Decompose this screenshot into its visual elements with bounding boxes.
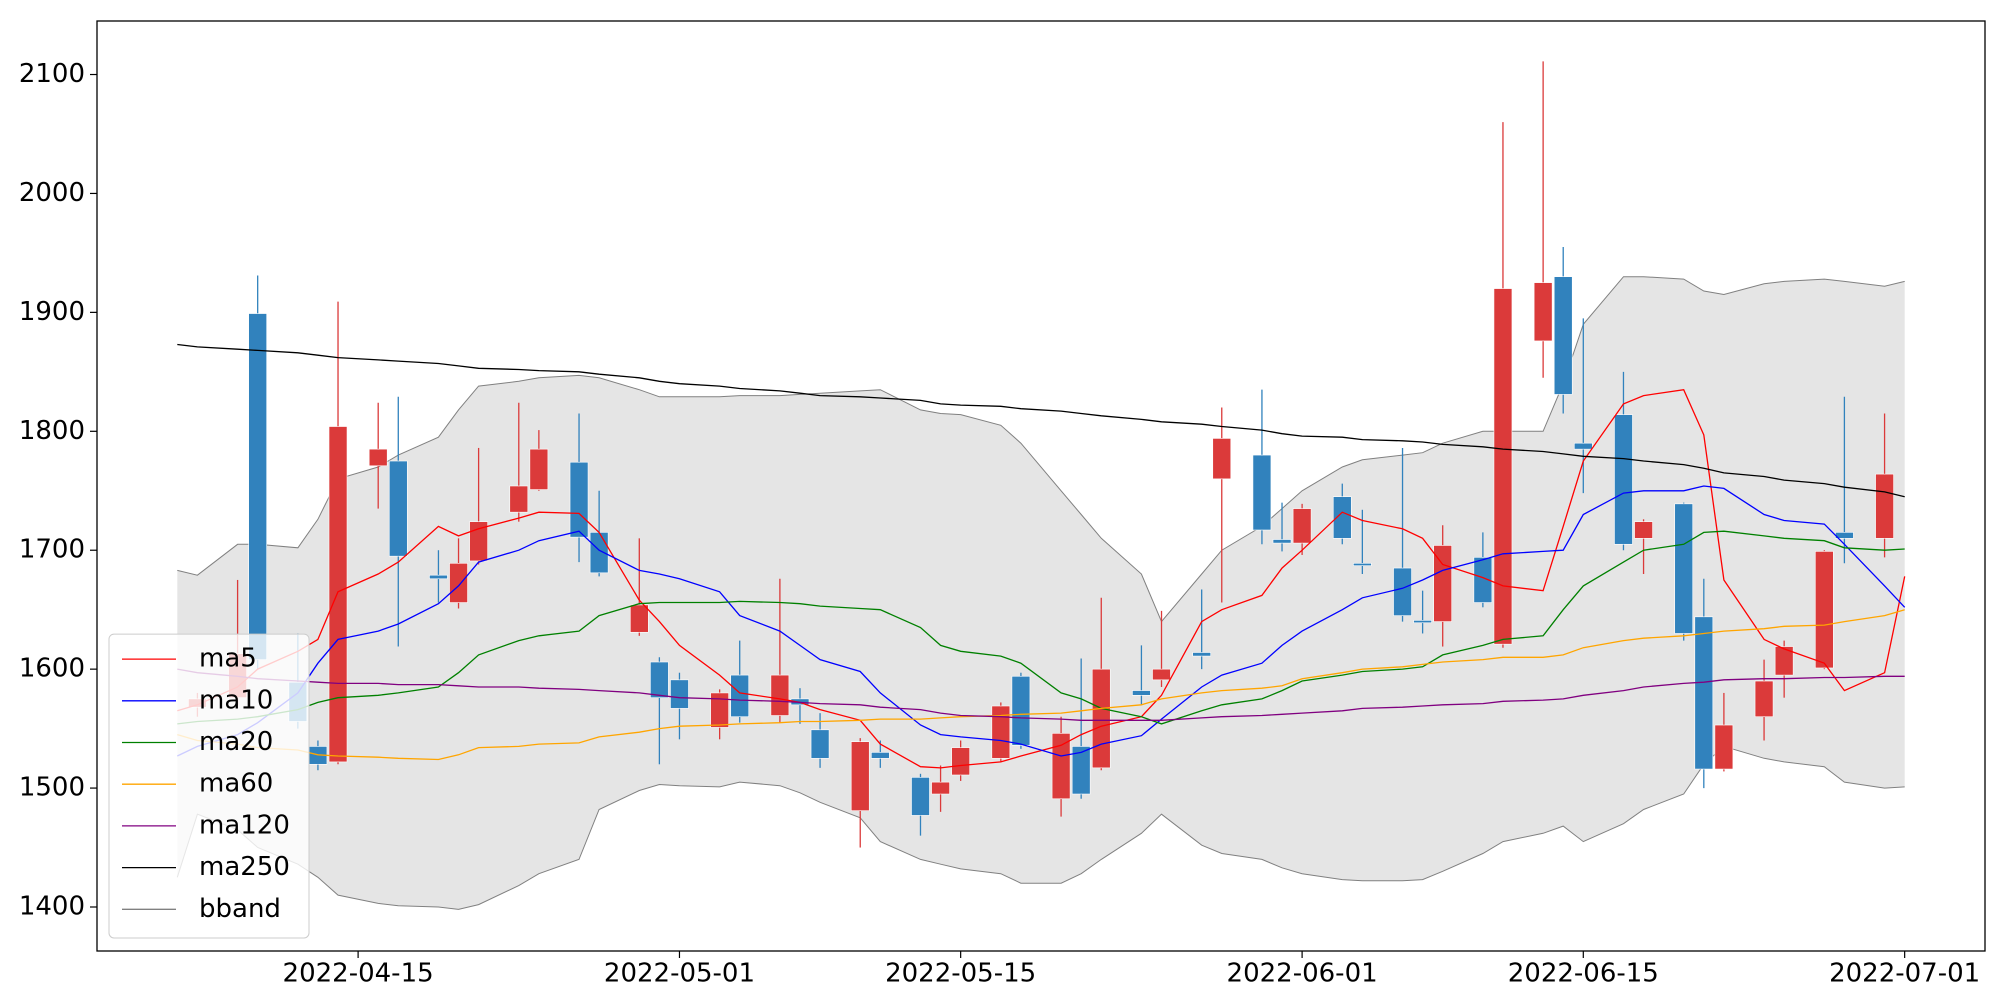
candle-body: [1292, 508, 1312, 544]
candle-body: [569, 461, 589, 538]
candle-body: [388, 460, 408, 557]
x-tick-label: 2022-05-01: [604, 959, 755, 989]
candle-body: [629, 604, 649, 633]
candle-body: [931, 781, 950, 795]
candle-body: [469, 521, 488, 562]
candle-body: [429, 574, 448, 580]
y-tick-label: 2100: [19, 59, 85, 89]
legend: ma5 ma10 ma20 ma60 ma120 ma250 bband: [108, 633, 310, 939]
candle-body: [1252, 454, 1272, 531]
candle-body: [1051, 733, 1071, 800]
x-tick-label: 2022-04-15: [283, 959, 434, 989]
ma-line: [177, 609, 1905, 761]
candle-body: [328, 426, 348, 763]
legend-label: ma20: [199, 727, 273, 757]
x-tick-label: 2022-05-15: [885, 959, 1036, 989]
y-tick-label: 1900: [19, 297, 85, 327]
candle-body: [248, 313, 267, 660]
y-tick-label: 1700: [19, 535, 85, 565]
candle-body: [1212, 438, 1232, 480]
candle-body: [1413, 620, 1432, 624]
candle-body: [1674, 503, 1694, 634]
candle-body: [670, 679, 689, 709]
candle-body: [770, 674, 790, 716]
candle-body: [1533, 282, 1553, 342]
candle-body: [1614, 414, 1633, 545]
y-tick-label: 1800: [19, 416, 85, 446]
y-tick-label: 2000: [19, 178, 85, 208]
legend-box: [108, 633, 310, 939]
candle-body: [850, 741, 870, 811]
legend-label: ma250: [199, 852, 290, 882]
candle-body: [1393, 567, 1412, 616]
candle-body: [1573, 442, 1593, 450]
x-tick-label: 2022-06-15: [1508, 959, 1659, 989]
candle-body: [1774, 646, 1794, 676]
candle-body: [1272, 539, 1292, 544]
legend-label: ma5: [199, 644, 257, 674]
x-tick-label: 2022-06-01: [1227, 959, 1378, 989]
candle-body: [1714, 724, 1734, 770]
bband-area: [177, 276, 1905, 910]
candle-body: [1433, 545, 1453, 622]
candle-body: [951, 747, 970, 776]
y-tick-label: 1400: [19, 891, 85, 921]
legend-label: bband: [199, 894, 281, 924]
candle-body: [1011, 675, 1031, 746]
legend-label: ma60: [199, 769, 273, 799]
candle-body: [589, 532, 609, 574]
candle-body: [1754, 680, 1774, 718]
candle-body: [1353, 563, 1372, 566]
candle-body: [730, 674, 750, 718]
candle-body: [991, 705, 1011, 759]
plot-frame: [96, 20, 1986, 952]
candle-body: [710, 692, 729, 728]
bband-lower: [176, 745, 1905, 910]
candle-body: [529, 448, 549, 490]
legend-label: ma120: [199, 810, 290, 840]
ma-line: [177, 530, 1905, 725]
candle-body: [1694, 616, 1714, 770]
candle-body: [1091, 668, 1111, 769]
candle-body: [368, 448, 388, 467]
candle-body: [1634, 521, 1653, 539]
candle-body: [509, 485, 529, 513]
plot-area: [176, 61, 1906, 910]
candle-body: [1493, 288, 1513, 645]
x-tick-label: 2022-07-01: [1829, 959, 1980, 989]
legend-label: ma10: [199, 685, 273, 715]
bband-upper: [177, 276, 1905, 623]
candle-body: [650, 661, 669, 698]
candle-body: [1875, 473, 1894, 539]
ma-line: [177, 343, 1905, 498]
candle-body: [1473, 557, 1493, 603]
candle-body: [1152, 668, 1171, 681]
candle-body: [1192, 652, 1211, 657]
candle-body: [911, 777, 930, 816]
y-tick-label: 1600: [19, 654, 85, 684]
candle-body: [871, 752, 890, 759]
candle-body: [1332, 496, 1352, 539]
candle-body: [1553, 276, 1573, 395]
candle-body: [449, 563, 468, 603]
ma-line: [177, 668, 1905, 721]
y-tick-label: 1500: [19, 773, 85, 803]
candle-body: [1815, 551, 1834, 669]
candle-body: [810, 729, 830, 759]
ma-line: [177, 485, 1906, 757]
candle-body: [1071, 746, 1091, 795]
candle-body: [1132, 690, 1151, 696]
